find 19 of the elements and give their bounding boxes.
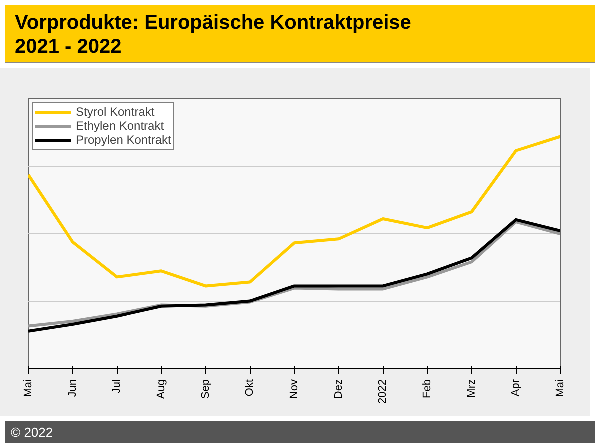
x-tick-label: Apr	[510, 379, 522, 397]
x-tick-label: Mrz	[466, 380, 478, 398]
x-tick-label: Mai	[22, 379, 34, 398]
x-tick-label: Dez	[332, 380, 345, 400]
x-tick-label: Mai	[554, 379, 566, 398]
x-tick-label: Aug	[156, 379, 168, 400]
legend-label: Ethylen Kontrakt	[76, 119, 164, 133]
x-tick-label: Feb	[422, 379, 434, 398]
legend-label: Propylen Kontrakt	[76, 133, 172, 147]
chart-subtitle: 2021 - 2022	[15, 36, 122, 58]
chart-title: Vorprodukte: Europäische Kontraktpreise	[15, 12, 412, 34]
legend-label: Styrol Kontrakt	[76, 105, 155, 119]
x-tick-label: Jun	[66, 379, 79, 398]
x-tick-label: Nov	[288, 379, 300, 400]
x-tick-label: Sep	[200, 379, 212, 400]
x-tick-label: Okt	[244, 379, 256, 397]
text: © 2022	[11, 424, 54, 442]
x-tick-label: 2022	[377, 379, 390, 404]
x-tick-label: Jul	[111, 380, 124, 394]
